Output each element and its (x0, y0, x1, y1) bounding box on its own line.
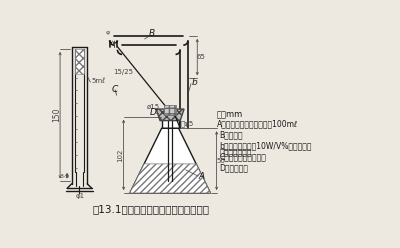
Text: 5mℓ: 5mℓ (91, 78, 105, 84)
Polygon shape (164, 105, 176, 115)
Text: C：水素化ひ素吸収管: C：水素化ひ素吸収管 (220, 152, 267, 161)
Text: 単位mm: 単位mm (217, 111, 243, 120)
Text: b：酢酸鉛溶液（10W/V%）で湿した: b：酢酸鉛溶液（10W/V%）で湿した (220, 141, 312, 150)
Text: 50: 50 (216, 158, 225, 164)
Text: C: C (111, 85, 118, 94)
Text: φ: φ (106, 30, 110, 35)
Text: 15/25: 15/25 (114, 69, 134, 75)
Bar (162, 117, 179, 128)
Text: B：導　管: B：導 管 (220, 131, 243, 140)
Text: A：水素化ひ素発生びん　100mℓ: A：水素化ひ素発生びん 100mℓ (217, 120, 298, 129)
Text: 150: 150 (52, 108, 62, 123)
Text: φ1: φ1 (76, 193, 85, 199)
Text: A: A (198, 172, 204, 181)
Polygon shape (130, 164, 210, 193)
Text: 図13.1　水素化ひ素発生装置（一例）: 図13.1 水素化ひ素発生装置（一例） (92, 205, 209, 215)
Text: 65: 65 (197, 54, 206, 60)
Text: b: b (192, 78, 198, 87)
Text: D：ゴムせん: D：ゴムせん (220, 163, 249, 172)
Text: ø15: ø15 (147, 104, 160, 110)
Polygon shape (130, 128, 210, 193)
Text: 102: 102 (118, 148, 124, 162)
Text: B: B (148, 29, 154, 38)
Text: 3-5: 3-5 (60, 174, 70, 179)
Text: 孔φ5: 孔φ5 (181, 120, 194, 127)
Text: ガラス繊維: ガラス繊維 (220, 148, 252, 157)
Polygon shape (156, 109, 184, 121)
Text: D: D (150, 108, 156, 117)
Polygon shape (75, 49, 84, 74)
